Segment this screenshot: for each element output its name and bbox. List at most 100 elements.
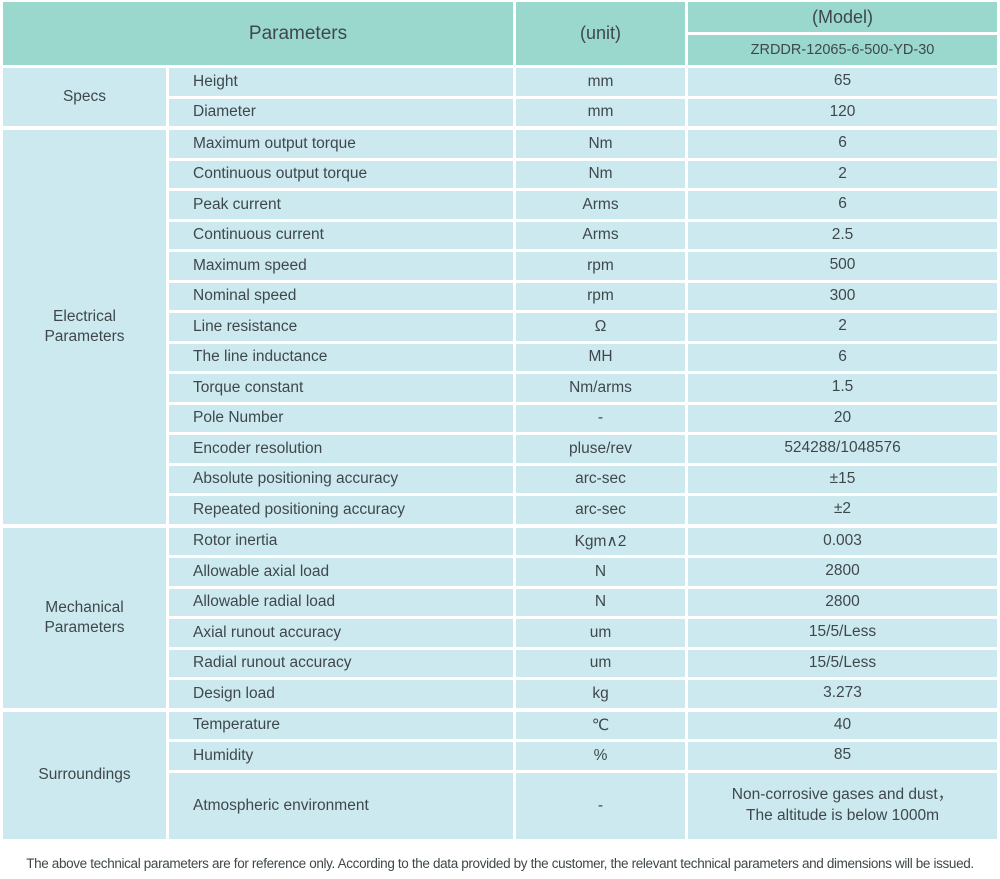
param-value: 15/5/Less	[688, 649, 997, 677]
param-name: Line resistance	[169, 313, 513, 341]
param-unit: pluse/rev	[516, 435, 685, 463]
table-row: The line inductance MH 6	[169, 343, 997, 371]
param-value: 20	[688, 404, 997, 432]
table-row: Nominal speed rpm 300	[169, 282, 997, 310]
param-unit: rpm	[516, 252, 685, 280]
model-header: (Model)	[688, 2, 997, 32]
model-header-column: (Model) ZRDDR-12065-6-500-YD-30	[688, 2, 997, 65]
section-mechanical: Mechanical Parameters Rotor inertia Kgm∧2 0.…	[3, 527, 997, 708]
section-rows: Rotor inertia Kgm∧2 0.003 Allowable axial l…	[169, 527, 997, 708]
param-unit: mm	[516, 68, 685, 96]
param-unit: mm	[516, 98, 685, 126]
table-row: Repeated positioning accuracy arc-sec ±2	[169, 496, 997, 524]
table-row: Maximum output torque Nm 6	[169, 130, 997, 158]
group-label-mechanical: Mechanical Parameters	[3, 527, 166, 708]
table-row: Height mm 65	[169, 68, 997, 96]
group-label-line: Surroundings	[38, 766, 131, 784]
param-name: Pole Number	[169, 404, 513, 432]
param-unit: N	[516, 588, 685, 616]
param-name: Maximum output torque	[169, 130, 513, 158]
param-value: 2.5	[688, 221, 997, 249]
param-unit: -	[516, 404, 685, 432]
param-value: 2800	[688, 588, 997, 616]
table-body: Specs Height mm 65 Diameter mm 120 Electrical Pa…	[3, 68, 997, 839]
param-value: 0.003	[688, 527, 997, 555]
table-row: Atmospheric environment - Non-corrosive ga…	[169, 772, 997, 839]
param-unit: Nm	[516, 130, 685, 158]
table-row: Design load kg 3.273	[169, 680, 997, 708]
param-value: 524288/1048576	[688, 435, 997, 463]
param-name: Temperature	[169, 711, 513, 739]
param-name: Nominal speed	[169, 282, 513, 310]
param-name: Height	[169, 68, 513, 96]
table-header: Parameters (unit) (Model) ZRDDR-12065-6-…	[3, 2, 997, 65]
table-row: Line resistance Ω 2	[169, 313, 997, 341]
param-unit: rpm	[516, 282, 685, 310]
group-label-electrical: Electrical Parameters	[3, 130, 166, 524]
param-name: Repeated positioning accuracy	[169, 496, 513, 524]
parameters-header: Parameters	[3, 2, 513, 65]
param-unit: um	[516, 619, 685, 647]
table-row: Pole Number -20	[169, 404, 997, 432]
param-value: 40	[688, 711, 997, 739]
table-row: Allowable axial load N 2800	[169, 558, 997, 586]
param-name: Atmospheric environment	[169, 772, 513, 839]
param-name: Humidity	[169, 742, 513, 770]
param-value: ±2	[688, 496, 997, 524]
table-row: Continuous output torque Nm 2	[169, 160, 997, 188]
param-value: 2	[688, 313, 997, 341]
table-row: Torque constant Nm/arms 1.5	[169, 374, 997, 402]
param-name: Absolute positioning accuracy	[169, 465, 513, 493]
table-row: Encoder resolution pluse/rev 524288/104857…	[169, 435, 997, 463]
param-name: Encoder resolution	[169, 435, 513, 463]
param-unit: Ω	[516, 313, 685, 341]
section-rows: Height mm 65 Diameter mm 120	[169, 68, 997, 126]
param-name: Diameter	[169, 98, 513, 126]
section-surroundings: Surroundings Temperature ℃ 40 Humidity% 85 Atm…	[3, 711, 997, 839]
param-unit: Arms	[516, 221, 685, 249]
param-value: Non-corrosive gases and dust， The altitud…	[688, 772, 997, 839]
spec-table: Parameters (unit) (Model) ZRDDR-12065-6-…	[3, 2, 997, 843]
group-label-line: Mechanical	[45, 599, 124, 617]
param-unit: -	[516, 772, 685, 839]
table-row: Maximum speed rpm 500	[169, 252, 997, 280]
param-name: Radial runout accuracy	[169, 649, 513, 677]
param-value-line: The altitude is below 1000m	[745, 806, 939, 824]
model-number: ZRDDR-12065-6-500-YD-30	[688, 35, 997, 65]
param-value: 2800	[688, 558, 997, 586]
param-value: 500	[688, 252, 997, 280]
table-row: Humidity% 85	[169, 742, 997, 770]
param-value: 6	[688, 343, 997, 371]
param-name: Peak current	[169, 191, 513, 219]
param-value: 6	[688, 130, 997, 158]
param-name: Torque constant	[169, 374, 513, 402]
param-unit: Nm/arms	[516, 374, 685, 402]
param-value: 300	[688, 282, 997, 310]
param-name: Allowable axial load	[169, 558, 513, 586]
param-unit: arc-sec	[516, 496, 685, 524]
section-electrical: Electrical Parameters Maximum output torqu…	[3, 130, 997, 524]
table-row: Axial runout accuracy um 15/5/Less	[169, 619, 997, 647]
param-value: 85	[688, 742, 997, 770]
param-value: 15/5/Less	[688, 619, 997, 647]
param-name: Design load	[169, 680, 513, 708]
param-name: Axial runout accuracy	[169, 619, 513, 647]
param-unit: Nm	[516, 160, 685, 188]
param-unit: N	[516, 558, 685, 586]
param-value: 2	[688, 160, 997, 188]
param-value: 3.273	[688, 680, 997, 708]
param-value: 65	[688, 68, 997, 96]
table-row: Allowable radial load N 2800	[169, 588, 997, 616]
group-label-line: Specs	[62, 88, 107, 106]
param-unit: kg	[516, 680, 685, 708]
param-unit: MH	[516, 343, 685, 371]
param-unit: ℃	[516, 711, 685, 739]
table-row: Absolute positioning accuracy arc-sec ±15	[169, 465, 997, 493]
param-name: Allowable radial load	[169, 588, 513, 616]
section-rows: Maximum output torque Nm 6 Continuous outpu…	[169, 130, 997, 524]
table-row: Continuous current Arms 2.5	[169, 221, 997, 249]
table-row: Rotor inertia Kgm∧2 0.003	[169, 527, 997, 555]
param-name: The line inductance	[169, 343, 513, 371]
param-name: Rotor inertia	[169, 527, 513, 555]
param-value: 6	[688, 191, 997, 219]
